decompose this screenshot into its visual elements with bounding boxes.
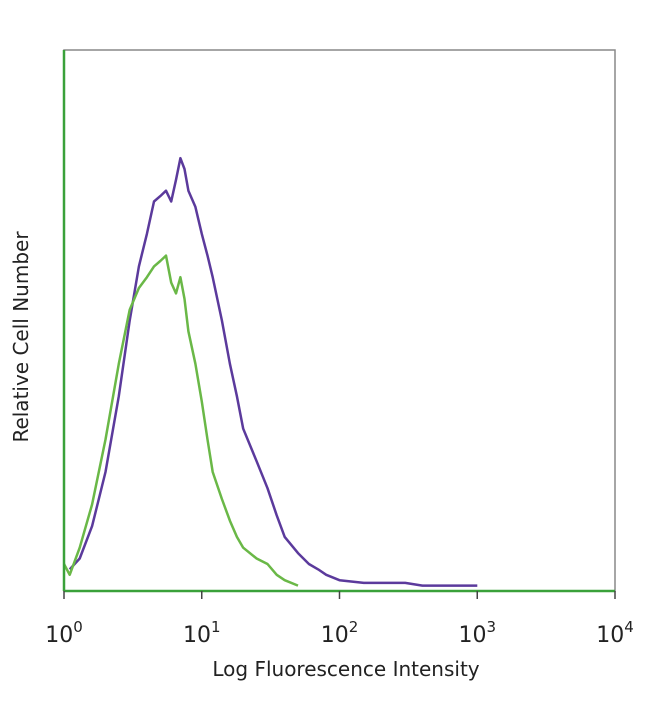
- x-tick-exponent: 0: [73, 618, 83, 636]
- x-tick-label: 102: [321, 618, 359, 648]
- x-tick-exponent: 1: [211, 618, 221, 636]
- series-layer: [62, 156, 478, 587]
- histogram-series-2: [62, 254, 299, 587]
- x-tick-layer: 100 101 102 103 104: [45, 591, 634, 648]
- x-tick-label: 103: [458, 618, 496, 648]
- x-tick-base: 10: [45, 623, 73, 648]
- x-tick-base: 10: [596, 623, 624, 648]
- x-axis-title: Log Fluorescence Intensity: [212, 657, 479, 681]
- histogram-series-1: [68, 156, 478, 587]
- x-tick-base: 10: [321, 623, 349, 648]
- y-axis-title: Relative Cell Number: [9, 231, 33, 443]
- x-tick-label: 100: [45, 618, 83, 648]
- x-tick-label: 101: [183, 618, 221, 648]
- plot-frame: [63, 49, 616, 592]
- x-tick-exponent: 2: [349, 618, 359, 636]
- x-tick-base: 10: [458, 623, 486, 648]
- x-tick-label: 104: [596, 618, 634, 648]
- x-tick-exponent: 3: [486, 618, 496, 636]
- x-tick-exponent: 4: [624, 618, 634, 636]
- x-tick-base: 10: [183, 623, 211, 648]
